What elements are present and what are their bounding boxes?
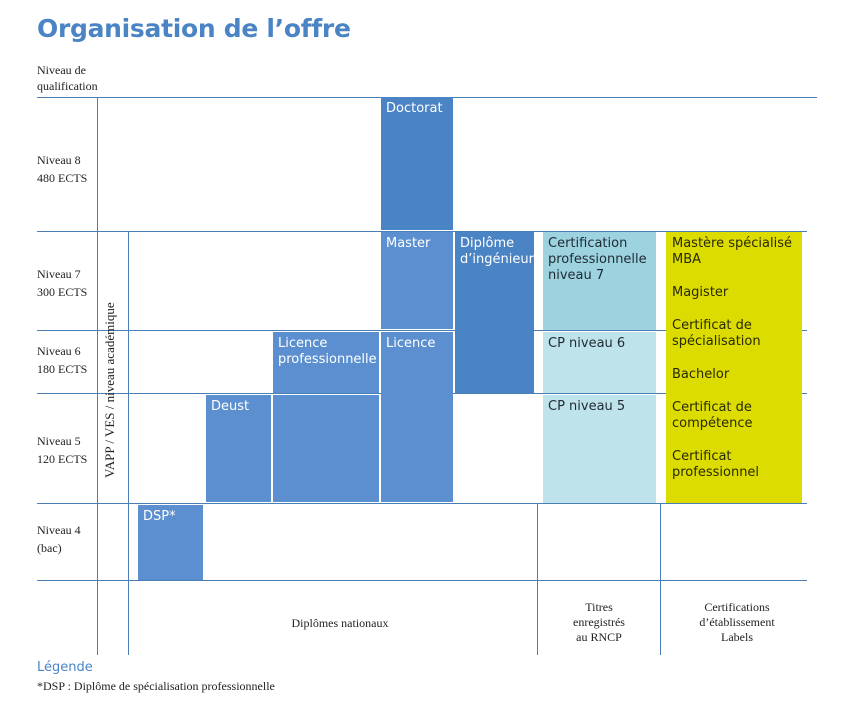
axis-header: Niveau de qualification bbox=[37, 63, 98, 93]
footer-titres-rncp: Titres enregistrés au RNCP bbox=[573, 600, 625, 644]
master-box: Master bbox=[381, 232, 453, 329]
certification-pro-niveau-7-box: Certification professionnelle niveau 7 bbox=[543, 232, 656, 330]
rncp-divider-right bbox=[660, 503, 661, 655]
yellow-item-certificat-professionnel: Certificat professionnel bbox=[672, 449, 760, 480]
vapp-divider bbox=[128, 231, 129, 655]
yellow-item-mastere: Mastère spécialisé MBA bbox=[672, 236, 792, 267]
grid-line-level-7-top bbox=[37, 231, 807, 232]
legend-text: *DSP : Diplôme de spécialisation profess… bbox=[37, 679, 275, 693]
level-7-label: Niveau 7 300 ECTS bbox=[37, 267, 88, 299]
level-6-label: Niveau 6 180 ECTS bbox=[37, 344, 88, 376]
cp-niveau-6-box: CP niveau 6 bbox=[543, 332, 656, 393]
level-5-label: Niveau 5 120 ECTS bbox=[37, 434, 88, 466]
axis-divider bbox=[97, 97, 98, 655]
page-title: Organisation de l’offre bbox=[37, 14, 351, 43]
grid-line-bottom bbox=[37, 580, 807, 581]
vapp-label: VAPP / VES / niveau académique bbox=[102, 302, 117, 478]
footer-certifications-labels: Certifications d’établissement Labels bbox=[699, 600, 775, 644]
licence-pro-extension bbox=[273, 395, 379, 502]
diplome-ingenieur-box: Diplôme d’ingénieur bbox=[455, 232, 534, 393]
dsp-box: DSP* bbox=[138, 505, 203, 580]
level-8-label: Niveau 8 480 ECTS bbox=[37, 153, 88, 185]
yellow-item-magister: Magister bbox=[672, 285, 729, 300]
deust-box: Deust bbox=[206, 395, 271, 502]
grid-line-level-4-top bbox=[37, 503, 807, 504]
legend-title: Légende bbox=[37, 660, 93, 675]
rncp-divider-left bbox=[537, 503, 538, 655]
yellow-item-bachelor: Bachelor bbox=[672, 367, 730, 382]
footer-diplomes-nationaux: Diplômes nationaux bbox=[291, 616, 389, 630]
grid-line-level-6-top bbox=[37, 330, 807, 331]
doctorat-box: Doctorat bbox=[381, 97, 453, 230]
certifications-etablissement-box: Mastère spécialisé MBA Magister Certific… bbox=[666, 232, 802, 503]
licence-box: Licence bbox=[381, 332, 453, 502]
level-4-label: Niveau 4 (bac) bbox=[37, 523, 81, 555]
licence-pro-box: Licence professionnelle bbox=[273, 332, 379, 393]
cp-niveau-5-box: CP niveau 5 bbox=[543, 395, 656, 503]
yellow-item-certificat-competence: Certificat de compétence bbox=[672, 400, 753, 431]
yellow-item-certificat-specialisation: Certificat de spécialisation bbox=[672, 318, 761, 349]
